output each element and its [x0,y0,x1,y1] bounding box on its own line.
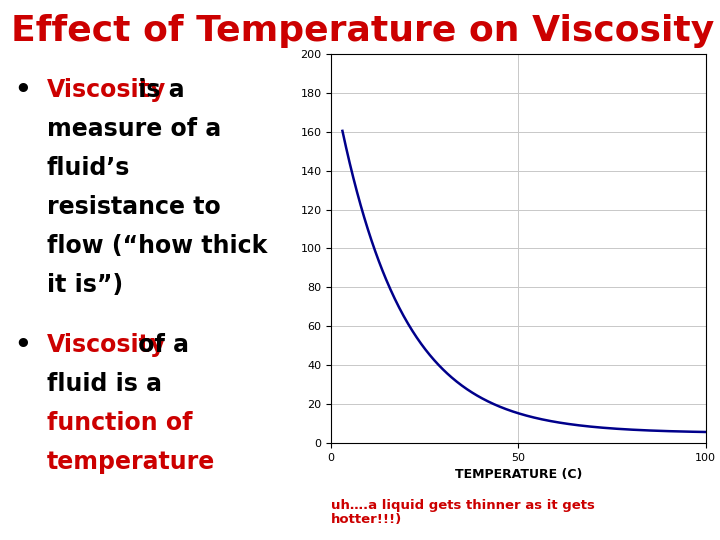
Text: temperature: temperature [47,450,215,474]
Text: Viscosity: Viscosity [47,333,166,357]
Text: is a: is a [130,78,184,102]
Text: function of: function of [47,411,192,435]
Text: Effect of Temperature on Viscosity: Effect of Temperature on Viscosity [11,14,714,48]
Text: •: • [14,333,31,359]
Text: resistance to: resistance to [47,195,220,219]
Text: fluid is a: fluid is a [47,372,162,396]
Text: it is”): it is”) [47,273,123,296]
Text: •: • [14,78,31,104]
X-axis label: TEMPERATURE (C): TEMPERATURE (C) [455,468,582,481]
Text: uh….a liquid gets thinner as it gets
hotter!!!): uh….a liquid gets thinner as it gets hot… [331,498,595,526]
Text: fluid’s: fluid’s [47,156,130,180]
Text: Viscosity: Viscosity [47,78,166,102]
Text: measure of a: measure of a [47,117,221,141]
Text: flow (“how thick: flow (“how thick [47,234,267,258]
Text: of a: of a [130,333,189,357]
